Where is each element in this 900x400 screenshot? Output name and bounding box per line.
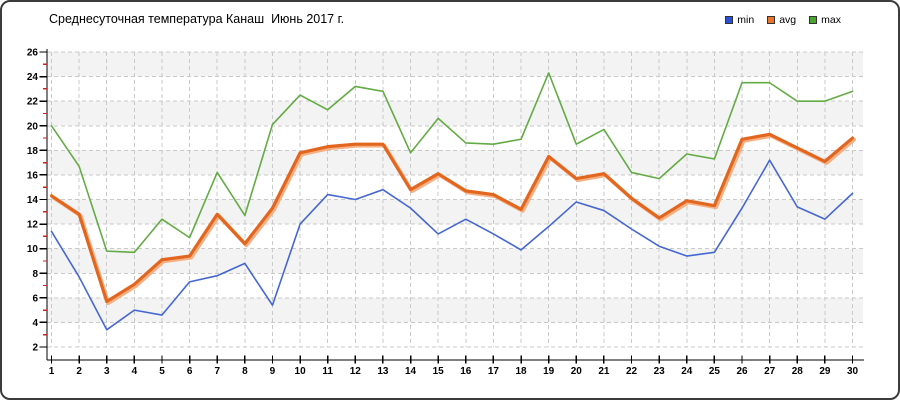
plot-band	[47, 101, 863, 126]
x-axis-label: 6	[187, 366, 193, 377]
legend-label-min: min	[737, 14, 755, 26]
x-axis-label: 21	[598, 366, 610, 377]
x-axis-label: 16	[460, 366, 472, 377]
plot-band	[47, 125, 863, 151]
x-axis-label: 13	[377, 366, 389, 377]
plot-band	[47, 248, 863, 274]
x-axis-label: 3	[104, 366, 110, 377]
x-axis-label: 18	[515, 366, 527, 377]
legend-swatch-min-icon	[725, 16, 734, 25]
plot-band	[47, 150, 863, 175]
x-axis-label: 23	[654, 366, 666, 377]
plot-band	[47, 297, 863, 323]
legend-swatch-avg-icon	[767, 16, 776, 25]
legend-item-max: max	[809, 15, 841, 26]
plot-band	[47, 174, 863, 200]
x-axis-label: 1	[49, 366, 55, 377]
x-axis-label: 22	[626, 366, 638, 377]
x-axis-label: 11	[322, 366, 333, 377]
avg-line	[49, 132, 855, 304]
y-axis-label: 24	[27, 72, 39, 83]
x-axis-label: 4	[132, 366, 138, 377]
x-axis-label: 20	[571, 366, 583, 377]
x-axis-label: 5	[159, 366, 165, 377]
plot-band	[47, 273, 863, 298]
x-axis-label: 24	[681, 366, 693, 377]
plot-band	[47, 199, 863, 225]
x-axis-label: 26	[736, 366, 748, 377]
y-axis-label: 10	[27, 244, 39, 255]
x-axis-label: 2	[76, 366, 82, 377]
x-axis-label: 12	[350, 366, 362, 377]
x-axis-label: 14	[405, 366, 417, 377]
x-axis-label: 25	[709, 366, 721, 377]
y-axis-label: 8	[32, 269, 38, 280]
plot-band	[47, 322, 863, 347]
y-axis-label: 12	[27, 220, 39, 231]
plot-band	[47, 224, 863, 249]
y-axis-label: 18	[27, 146, 39, 157]
plot-band	[47, 76, 863, 102]
x-axis-label: 17	[488, 366, 500, 377]
x-axis-label: 27	[764, 366, 776, 377]
y-axis-label: 4	[32, 318, 38, 329]
legend-item-avg: avg	[767, 15, 796, 26]
chart-title: Среднесуточная температура Канаш Июнь 20…	[49, 12, 345, 26]
legend-label-avg: avg	[779, 14, 797, 26]
min-line	[50, 159, 854, 331]
max-line	[50, 72, 854, 254]
plot-band	[47, 52, 863, 77]
x-axis-label: 15	[433, 366, 445, 377]
legend-swatch-max-icon	[809, 16, 818, 25]
x-axis-label: 19	[543, 366, 555, 377]
legend-item-min: min	[725, 15, 754, 26]
y-axis-label: 22	[27, 97, 39, 108]
x-axis-label: 8	[242, 366, 248, 377]
y-axis-label: 26	[27, 48, 39, 59]
x-axis-label: 29	[819, 366, 831, 377]
x-axis-label: 28	[792, 366, 804, 377]
y-axis-label: 6	[32, 293, 38, 304]
y-axis-label: 16	[27, 170, 39, 181]
x-axis-label: 10	[295, 366, 307, 377]
x-axis-label: 7	[214, 366, 220, 377]
y-axis-label: 2	[32, 343, 38, 354]
y-axis-label: 14	[27, 195, 39, 206]
y-axis-label: 20	[27, 121, 39, 132]
legend: min avg max	[725, 15, 841, 26]
x-axis-label: 9	[270, 366, 276, 377]
x-axis-label: 30	[847, 366, 859, 377]
legend-label-max: max	[821, 14, 841, 26]
